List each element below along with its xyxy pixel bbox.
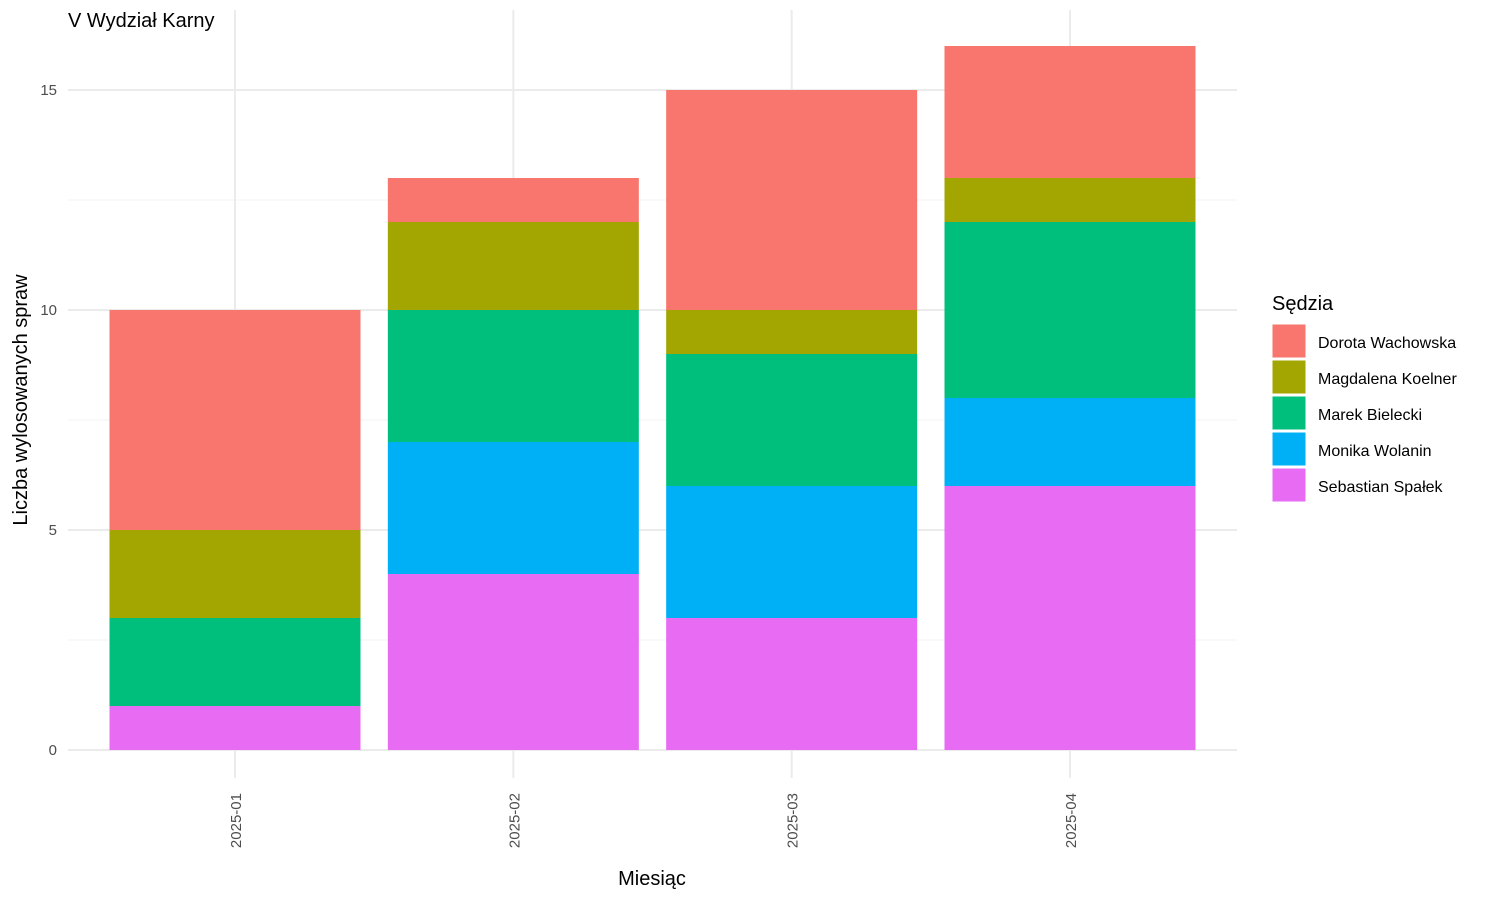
- bar-segment: [666, 618, 918, 750]
- bar-segment: [666, 90, 918, 310]
- x-tick-label: 2025-02: [506, 793, 523, 848]
- bar-segment: [109, 618, 361, 706]
- bar-segment: [944, 178, 1196, 222]
- bar-segment: [387, 178, 639, 222]
- bar-segment: [109, 706, 361, 750]
- bars-layer: [109, 46, 1196, 750]
- legend-key: [1271, 467, 1307, 503]
- legend: Sędzia Dorota Wachowska Magdalena Koelner…: [1271, 293, 1457, 503]
- legend-key: [1271, 395, 1307, 431]
- bar-segment: [109, 310, 361, 530]
- y-tick-label: 0: [49, 742, 57, 759]
- x-tick-label: 2025-01: [228, 793, 245, 848]
- y-tick-label: 10: [40, 302, 57, 319]
- bar-segment: [944, 486, 1196, 750]
- bar-segment: [944, 46, 1196, 178]
- x-tick-label: 2025-04: [1063, 793, 1080, 848]
- bar-segment: [387, 574, 639, 750]
- legend-label: Magdalena Koelner: [1318, 371, 1457, 388]
- bar-segment: [387, 442, 639, 574]
- bar-segment: [666, 310, 918, 354]
- y-axis-title: Liczba wylosowanych spraw: [10, 274, 32, 526]
- bar-segment: [666, 354, 918, 486]
- bar-segment: [387, 310, 639, 442]
- chart-title: V Wydział Karny: [68, 10, 215, 32]
- legend-key: [1271, 359, 1307, 395]
- bar-segment: [109, 530, 361, 618]
- bar-segment: [387, 222, 639, 310]
- x-axis-title: Miesiąc: [618, 868, 686, 890]
- x-tick-label: 2025-03: [785, 793, 802, 848]
- bar-segment: [944, 222, 1196, 398]
- legend-key: [1271, 323, 1307, 359]
- legend-label: Marek Bielecki: [1318, 407, 1422, 424]
- y-tick-label: 15: [40, 82, 57, 99]
- legend-label: Dorota Wachowska: [1318, 335, 1456, 352]
- bar-segment: [944, 398, 1196, 486]
- legend-key: [1271, 431, 1307, 467]
- y-tick-label: 5: [49, 522, 57, 539]
- legend-label: Monika Wolanin: [1318, 443, 1432, 460]
- axis-layer: 0 5 10 15 2025-01 2025-02 2025-03 2025-04: [40, 82, 1080, 848]
- bar-segment: [666, 486, 918, 618]
- legend-label: Sebastian Spałek: [1318, 479, 1444, 496]
- legend-title: Sędzia: [1272, 293, 1334, 315]
